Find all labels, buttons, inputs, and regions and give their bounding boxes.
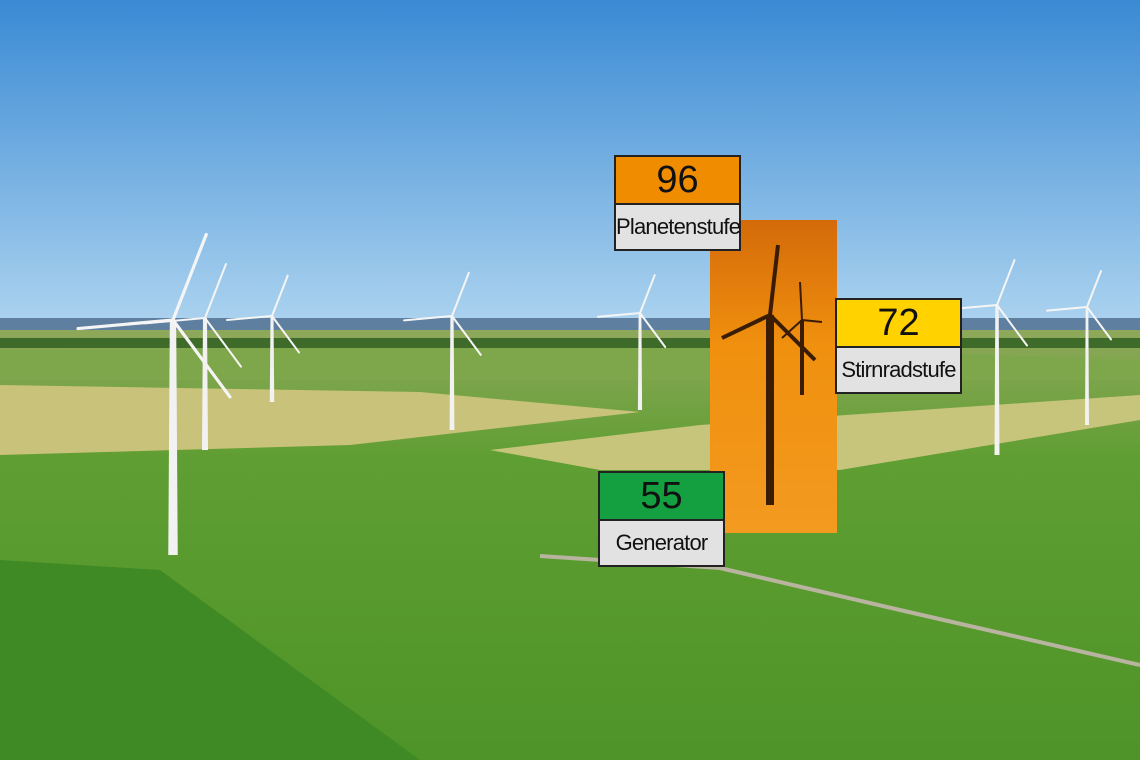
wind-turbine	[597, 274, 667, 410]
reading-label: Generator	[600, 521, 723, 565]
reading-value: 96	[616, 157, 739, 205]
reading-label: Stirnradstufe	[837, 348, 960, 392]
wind-turbine	[1046, 270, 1112, 425]
reading-label: Planetenstufe	[616, 205, 741, 249]
reading-value: 72	[837, 300, 960, 348]
thermal-image-panel	[710, 220, 837, 533]
sky	[0, 0, 1140, 325]
reading-generator: 55 Generator	[598, 471, 725, 567]
dark-field	[0, 560, 420, 760]
wind-turbine	[946, 259, 1028, 455]
yellow-field-left	[0, 385, 640, 455]
thermal-turbine-silhouette	[721, 244, 823, 505]
reading-stirnradstufe: 72 Stirnradstufe	[835, 298, 962, 394]
wind-turbine	[226, 274, 300, 402]
reading-value: 55	[600, 473, 723, 521]
reading-planetenstufe: 96 Planetenstufe	[614, 155, 741, 251]
wind-turbine	[403, 271, 482, 430]
wind-turbine	[144, 263, 242, 450]
